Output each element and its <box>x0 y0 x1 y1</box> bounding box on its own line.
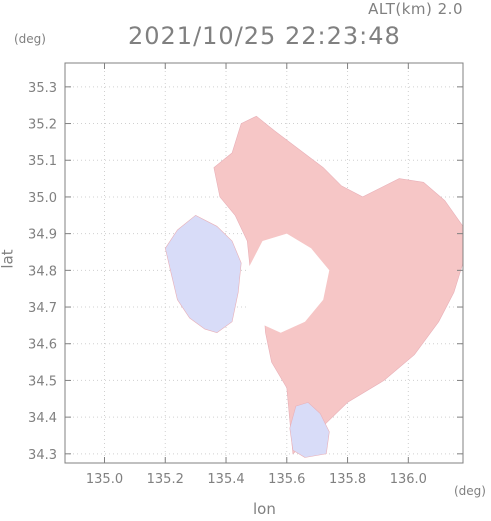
y-tick-label-9: 35.2 <box>28 118 57 133</box>
x-tick-label-3: 135.6 <box>268 472 305 487</box>
y-tick-label-7: 35.0 <box>28 191 57 206</box>
plot-frame <box>64 62 464 464</box>
y-tick-label-3: 34.6 <box>28 338 57 353</box>
echo-region-negative-south <box>289 402 330 458</box>
x-axis-label: lon <box>253 500 276 518</box>
y-tick-label-2: 34.5 <box>28 374 57 389</box>
chart-subtitle: ALT(km) 2.0 <box>368 0 463 18</box>
x-tick-label-5: 136.0 <box>390 472 427 487</box>
y-tick-label-10: 35.3 <box>28 81 57 96</box>
chart-title: 2021/10/25 22:23:48 <box>128 22 401 50</box>
y-tick-label-4: 34.7 <box>28 301 57 316</box>
y-tick-label-0: 34.3 <box>28 448 57 463</box>
y-tick-label-1: 34.4 <box>28 411 57 426</box>
x-tick-label-1: 135.2 <box>147 472 184 487</box>
y-tick-label-6: 34.9 <box>28 228 57 243</box>
echo-region-negative <box>164 214 242 334</box>
x-tick-label-0: 135.0 <box>86 472 123 487</box>
y-unit-label: (deg) <box>14 32 46 46</box>
y-tick-label-8: 35.1 <box>28 154 57 169</box>
x-unit-label: (deg) <box>454 484 486 498</box>
y-tick-label-5: 34.8 <box>28 264 57 279</box>
echo-region-no-echo <box>244 233 330 333</box>
x-tick-label-2: 135.4 <box>207 472 244 487</box>
x-tick-label-4: 135.8 <box>329 472 366 487</box>
